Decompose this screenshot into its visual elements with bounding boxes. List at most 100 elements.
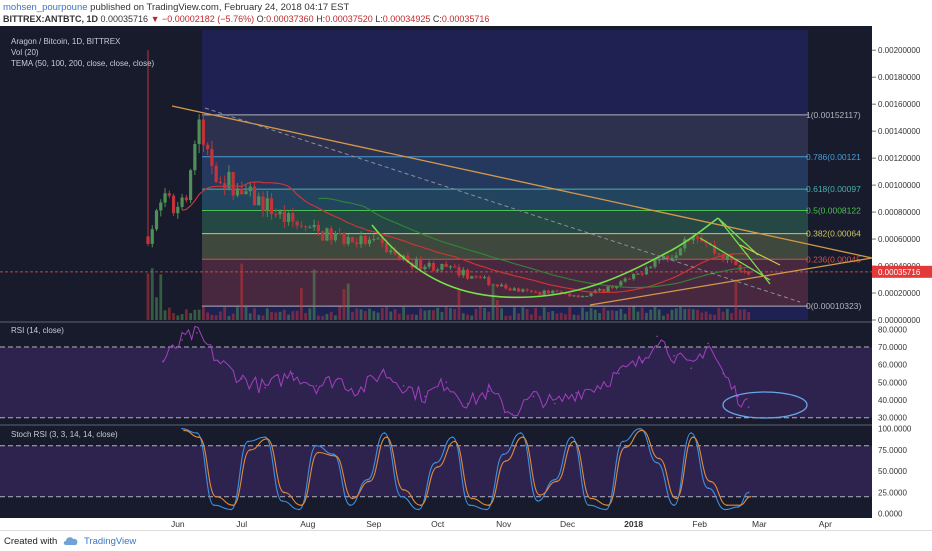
volume-bar [159,274,163,320]
volume-bar [257,314,261,320]
candle [295,221,299,226]
candle [448,266,453,268]
volume-bar [287,314,290,320]
rsi-point [162,360,164,362]
candle [282,211,286,222]
candle [666,255,670,260]
volume-bar [636,311,640,320]
rsi-pane [0,325,872,419]
high-label: H: [316,14,326,24]
volume-bar [512,307,516,320]
stoch-tick-label: 75.0000 [878,446,907,455]
volume-bar [376,312,380,320]
volume-bar [538,315,542,320]
candle [529,290,533,292]
rsi-point [264,386,266,389]
candle [389,250,393,253]
candle [346,236,350,244]
candle [640,273,644,275]
volume-bar [219,311,222,320]
rsi-point [722,372,724,375]
candle [304,226,308,228]
volume-bar [602,307,606,320]
rsi-tick-label: 70.0000 [878,343,907,352]
rsi-point [381,370,384,373]
volume-bar [223,307,227,320]
volume-bar [444,306,448,320]
candle [517,288,521,292]
candle [470,276,474,279]
candle [482,277,487,279]
volume-bar [649,309,653,320]
volume-bar [363,311,367,320]
candle [606,286,610,293]
close-value: 0.00035716 [441,14,490,24]
price-tick-label: 0.00160000 [878,100,921,109]
rsi-point [181,339,183,341]
rsi-point [402,385,405,387]
volume-bar [615,310,618,320]
volume-bar [708,314,712,320]
pane-separator [0,424,872,426]
candle [240,188,244,195]
time-axis-background [0,518,872,530]
wedge-lines [699,217,771,285]
candle [602,288,606,293]
price-change: ▼ −0.00002182 (−5.76%) [150,14,255,24]
chart-header: mohsen_pourpoune published on TradingVie… [0,0,932,26]
legend-title: Aragon / Bitcoin, 1D, BITTREX [11,37,121,46]
volume-bar [687,308,691,320]
volume-bar [372,311,376,320]
volume-bar [657,309,661,320]
low-value: 0.00034925 [382,14,431,24]
created-with-text: Created with [4,536,58,547]
price-tick-label: 0.00180000 [878,73,921,82]
candle [623,278,627,282]
volume-bar [278,311,282,320]
time-tick-label: Sep [366,519,381,529]
chart-canvas[interactable]: 1(0.00152117)0.786(0.001210.618(0.000970… [0,26,932,530]
time-tick-label: Dec [560,519,576,529]
volume-bar [351,311,354,320]
volume-bar [167,307,171,320]
candle [269,198,274,215]
volume-bar [402,307,405,320]
tradingview-link[interactable]: TradingView [84,536,137,547]
rsi-point [466,402,469,405]
volume-bar [474,308,478,320]
candle [589,293,593,296]
volume-bar [679,306,682,320]
rsi-point [240,378,243,380]
candle [338,232,342,234]
volume-bar [299,288,303,320]
volume-bar [500,308,503,320]
rsi-tick-label: 50.0000 [878,378,907,387]
candle [278,211,282,215]
volume-bar [321,315,325,320]
candle [350,236,355,243]
candle [159,202,163,211]
volume-bar [470,315,474,320]
candle [597,288,602,291]
volume-bar [576,315,580,320]
author-link[interactable]: mohsen_pourpoune [3,2,88,13]
volume-bar [627,307,631,320]
candle [180,197,184,207]
candle [427,262,431,267]
volume-bar [725,308,729,320]
candle [568,293,572,297]
candle [691,236,695,241]
candle [154,210,159,230]
volume-bar [325,313,329,320]
volume-bar [359,309,363,320]
candle [700,238,704,242]
rsi-point [596,385,599,387]
stoch-tick-label: 0.0000 [878,510,903,519]
candle [436,269,440,271]
candle [563,293,568,295]
candle [308,227,312,229]
rsi-point [336,378,339,380]
candle [730,255,734,261]
descending-trendline [171,105,873,259]
volume-bar [406,314,410,320]
